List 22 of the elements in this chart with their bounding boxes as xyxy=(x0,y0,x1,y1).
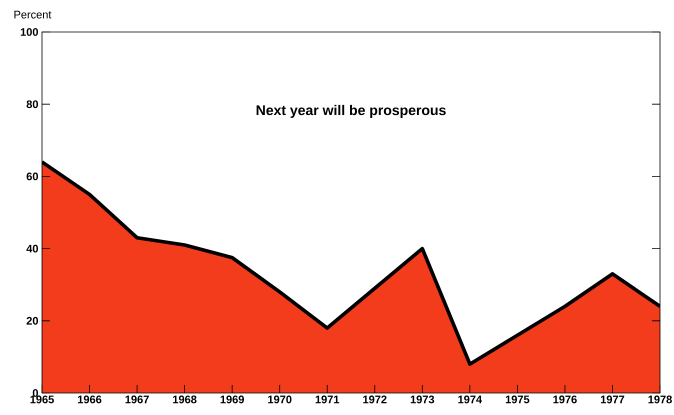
x-tick-label: 1968 xyxy=(173,396,197,404)
x-tick-label: 1972 xyxy=(363,396,387,404)
x-tick-label: 1969 xyxy=(220,396,244,404)
x-tick-label: 1974 xyxy=(458,396,482,404)
x-tick-label: 1967 xyxy=(126,396,149,404)
y-tick-label: 0 xyxy=(32,389,38,397)
y-tick-label: 60 xyxy=(26,172,38,180)
y-tick-label: 80 xyxy=(26,100,38,108)
text: Next year will be prosperous xyxy=(256,104,446,118)
x-tick-label: 1978 xyxy=(648,396,672,404)
y-tick-label: 40 xyxy=(26,244,38,252)
x-tick-label: 1965 xyxy=(30,396,54,404)
x-tick-label: 1973 xyxy=(410,396,434,404)
x-tick-label: 1966 xyxy=(78,396,102,404)
y-axis-title: Percent xyxy=(14,10,52,18)
x-tick-label: 1971 xyxy=(316,396,340,404)
y-tick-label: 100 xyxy=(20,28,38,36)
x-tick-label: 1976 xyxy=(553,396,577,404)
x-tick-label: 1977 xyxy=(600,396,624,404)
y-tick-label: 20 xyxy=(26,316,38,325)
x-tick-label: 1970 xyxy=(268,396,292,404)
x-tick-label: 1975 xyxy=(506,396,530,404)
